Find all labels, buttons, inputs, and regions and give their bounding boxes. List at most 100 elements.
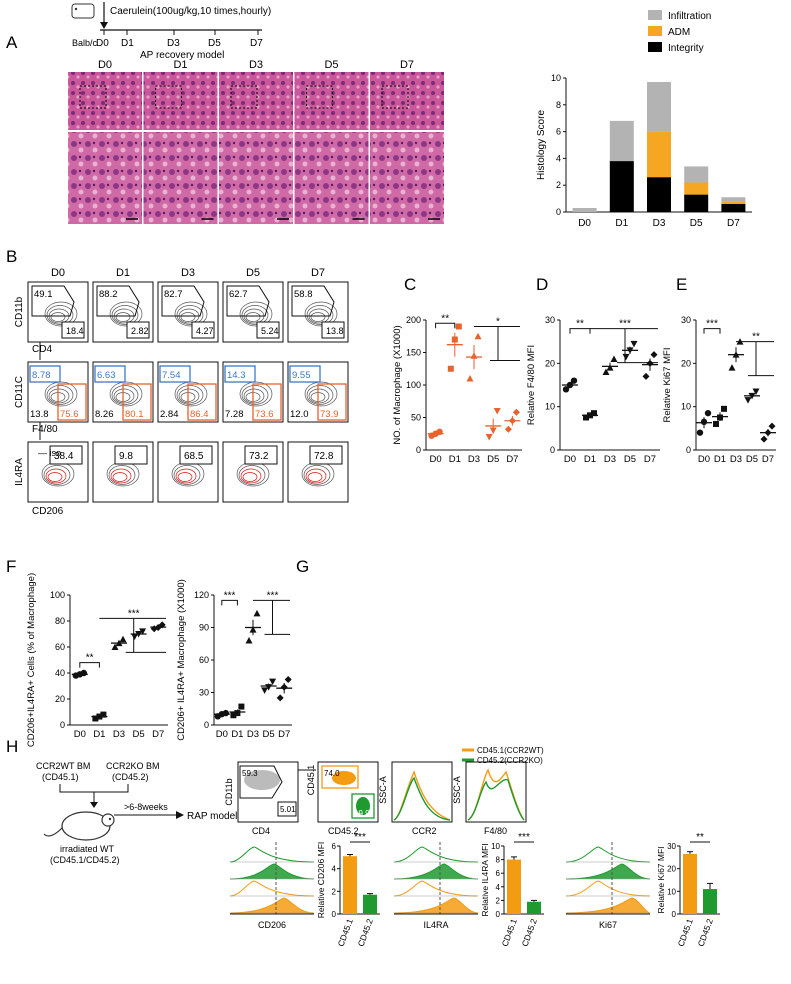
data-point <box>92 715 99 722</box>
x-tick-label: D1 <box>231 729 243 740</box>
bar-segment <box>647 177 671 212</box>
y-tick-label: 0 <box>60 720 65 730</box>
recipient-label: irradiated WT <box>60 844 115 854</box>
contour-line <box>45 468 67 484</box>
y-axis-label: IL4RA <box>14 458 25 486</box>
timeline-day: D1 <box>121 38 134 49</box>
y-axis-label: CD45.1 <box>306 765 316 796</box>
data-point <box>451 336 458 343</box>
contour-line <box>44 381 78 407</box>
panel-label-g: G <box>296 557 309 576</box>
model-label: AP recovery model <box>140 50 224 61</box>
gate-cd4 <box>321 321 345 339</box>
data-point <box>696 429 704 436</box>
sig-marker: ** <box>696 832 704 843</box>
data-point <box>717 414 723 421</box>
contour-line <box>109 381 143 407</box>
contour-line <box>46 305 74 325</box>
x-axis-label: CD4 <box>32 344 52 355</box>
y-tick-label: 40 <box>55 668 65 678</box>
contour-line <box>239 381 273 407</box>
sig-bracket <box>221 599 238 606</box>
gate-value-il4ra: 73.2 <box>249 451 269 462</box>
histo-high-mag-image <box>370 132 444 224</box>
contour-line <box>178 388 200 404</box>
legend-swatch <box>648 26 662 36</box>
timeline-day: D7 <box>250 38 263 49</box>
data-point <box>566 381 574 389</box>
data-point <box>748 392 756 400</box>
contour-line <box>176 305 204 325</box>
y-axis-label: Relative CD206 MFI <box>316 842 326 919</box>
data-point <box>764 429 772 437</box>
contour-line <box>180 312 196 322</box>
gate-blue <box>159 365 191 383</box>
gate-value-corner: 8.26 <box>95 409 114 420</box>
gate-orange <box>57 383 87 421</box>
gate-value-corner: 13.8 <box>30 409 49 420</box>
data-point <box>230 712 237 719</box>
data-point <box>265 684 273 691</box>
data-point <box>455 323 462 330</box>
data-point <box>100 711 107 718</box>
data-point <box>261 687 269 694</box>
histogram-curve <box>229 863 315 880</box>
gate-value-orange: 86.4 <box>190 409 209 420</box>
y-tick-label: 60 <box>199 655 209 665</box>
bar-segment <box>721 197 746 202</box>
arrow-down-icon <box>90 802 98 808</box>
data-point <box>562 386 570 393</box>
y-tick-label: 30 <box>545 315 555 325</box>
y-tick-label: 4 <box>332 865 337 874</box>
transplant-scheme: CCR2WT BM (CD45.1) CCR2KO BM (CD45.2) >6… <box>36 761 260 865</box>
y-tick-label: 20 <box>681 358 691 368</box>
histo-high-mag-image <box>294 132 369 224</box>
data-point <box>760 435 768 443</box>
y-tick-label: 10 <box>551 73 561 83</box>
gate-value-cd11b: 49.1 <box>34 289 53 300</box>
gate-value-blue: 9.55 <box>292 370 311 381</box>
contour-line <box>175 468 197 484</box>
x-tick-label: D1 <box>615 218 628 229</box>
y-tick-label: 60 <box>55 642 65 652</box>
x-tick-label: D0 <box>216 729 228 740</box>
data-point <box>713 421 719 427</box>
gate-value-blue: 14.3 <box>227 370 246 381</box>
gate-value-orange: 73.9 <box>320 409 339 420</box>
data-point <box>744 397 752 404</box>
x-tick-label: CD45.2 <box>356 917 375 948</box>
contour-line <box>176 385 204 405</box>
y-tick-label: 2 <box>556 180 561 190</box>
data-point <box>610 355 618 362</box>
y-tick-label: 2 <box>332 887 337 896</box>
x-tick-label: D1 <box>93 729 105 740</box>
x-tick-label: CD45.1 <box>500 917 519 948</box>
data-point <box>642 372 650 380</box>
contour-line <box>115 312 131 322</box>
sig-marker: *** <box>706 319 718 330</box>
data-point <box>131 633 139 641</box>
bar <box>363 894 377 914</box>
data-point <box>489 427 497 434</box>
histogram-curve-ko <box>393 776 451 821</box>
gate-blue <box>289 365 321 383</box>
x-tick-label: D0 <box>430 454 442 465</box>
flow-day-label: D0 <box>51 267 65 279</box>
gate-value-orange: 75.6 <box>60 409 79 420</box>
gate-cd4 <box>126 321 150 339</box>
gate-value-cd4: 2.82 <box>131 326 149 336</box>
data-point <box>630 340 638 348</box>
bar-segment <box>572 207 597 212</box>
gate <box>277 801 297 817</box>
histogram-curve <box>229 846 315 863</box>
histology-score-chart: 0 2 4 6 8 10 Histology Score D0 D1 D3 D5 D7 Infiltra… <box>536 10 752 229</box>
zoom-box <box>230 85 258 109</box>
gate-cd11b <box>226 285 270 317</box>
y-axis-label: Relative Ki67 MFI <box>656 846 666 913</box>
bar <box>683 853 697 914</box>
y-axis-label: Relative F4/80 MFI <box>526 345 537 425</box>
gate-il4ra <box>309 445 343 465</box>
x-tick-label: CD45.1 <box>676 917 695 948</box>
data-point <box>493 408 501 415</box>
